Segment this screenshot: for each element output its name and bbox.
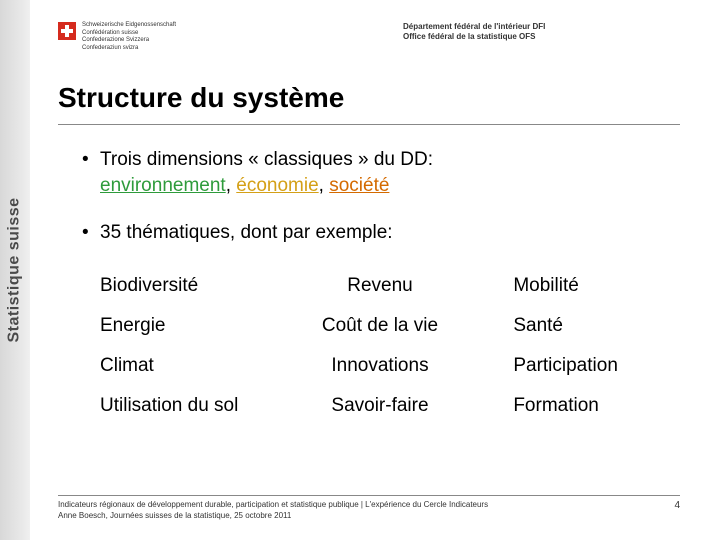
cell-innovations: Innovations <box>287 355 474 377</box>
bullet-marker: • <box>82 147 100 173</box>
department-text: Département fédéral de l'intérieur DFI O… <box>403 22 545 43</box>
term-economy: économie <box>236 175 318 196</box>
cell-participation: Participation <box>483 355 670 377</box>
swiss-flag-icon <box>58 22 76 40</box>
cell-cout-vie: Coût de la vie <box>287 315 474 337</box>
slide: Statistique suisse Schweizerische Eidgen… <box>0 0 720 540</box>
cell-climat: Climat <box>90 355 277 377</box>
sidebar-label: Statistique suisse <box>6 197 24 342</box>
slide-title: Structure du système <box>58 82 680 114</box>
bullet-1-pre: Trois dimensions « classiques » du DD: <box>100 149 433 170</box>
cell-energie: Energie <box>90 315 277 337</box>
footer-line2: Anne Boesch, Journées suisses de la stat… <box>58 511 488 522</box>
department-line2: Office fédéral de la statistique OFS <box>403 32 545 42</box>
cell-sante: Santé <box>483 315 670 337</box>
confederation-text: Schweizerische Eidgenossenschaft Confédé… <box>82 22 176 52</box>
footer-divider <box>58 495 680 496</box>
cell-revenu: Revenu <box>287 275 474 297</box>
sep1: , <box>226 175 237 196</box>
term-environment: environnement <box>100 175 226 196</box>
header: Schweizerische Eidgenossenschaft Confédé… <box>58 22 680 52</box>
bullet-2: •35 thématiques, dont par exemple: <box>100 220 680 246</box>
department-line1: Département fédéral de l'intérieur DFI <box>403 22 545 32</box>
cell-formation: Formation <box>483 395 670 417</box>
themes-grid: Biodiversité Revenu Mobilité Energie Coû… <box>90 275 670 417</box>
bullet-list: •Trois dimensions « classiques » du DD: … <box>58 147 680 246</box>
bullet-1: •Trois dimensions « classiques » du DD: … <box>100 147 680 198</box>
sidebar: Statistique suisse <box>0 0 30 540</box>
sep2: , <box>319 175 330 196</box>
page-number: 4 <box>674 500 680 511</box>
cell-savoir-faire: Savoir-faire <box>287 395 474 417</box>
bullet-marker: • <box>82 220 100 246</box>
footer: Indicateurs régionaux de développement d… <box>58 495 680 522</box>
term-society: société <box>329 175 389 196</box>
title-divider <box>58 124 680 125</box>
swiss-logo-block: Schweizerische Eidgenossenschaft Confédé… <box>58 22 176 52</box>
footer-text: Indicateurs régionaux de développement d… <box>58 500 488 522</box>
footer-row: Indicateurs régionaux de développement d… <box>58 500 680 522</box>
footer-line1: Indicateurs régionaux de développement d… <box>58 500 488 511</box>
cell-biodiversite: Biodiversité <box>90 275 277 297</box>
cell-mobilite: Mobilité <box>483 275 670 297</box>
content-area: Structure du système •Trois dimensions «… <box>58 82 680 268</box>
bullet-2-text: 35 thématiques, dont par exemple: <box>100 222 393 243</box>
cell-utilisation-sol: Utilisation du sol <box>90 395 277 417</box>
